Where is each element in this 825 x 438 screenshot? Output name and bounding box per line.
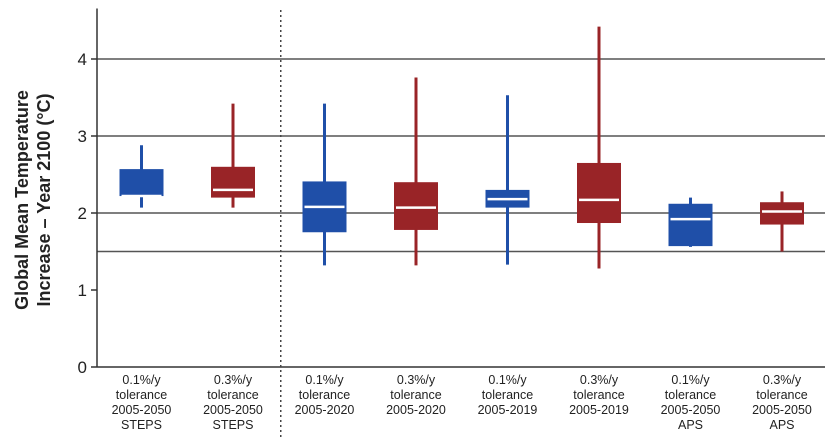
category-label-line: tolerance	[573, 388, 624, 402]
category-label-line: 2005-2050	[752, 403, 812, 417]
y-tick-label: 3	[78, 127, 87, 146]
category-label-line: 0.1%/y	[122, 373, 161, 387]
category-label-line: 0.3%/y	[397, 373, 436, 387]
category-label-line: tolerance	[756, 388, 807, 402]
category-label-line: STEPS	[121, 418, 162, 432]
category-label: 0.1%/y tolerance 2005-2050 APS	[661, 373, 721, 432]
category-label-line: tolerance	[482, 388, 533, 402]
category-label-line: tolerance	[665, 388, 716, 402]
y-tick-label: 2	[78, 204, 87, 223]
category-label-line: 0.1%/y	[488, 373, 527, 387]
category-label-line: 2005-2019	[478, 403, 538, 417]
y-axis-title-line1: Global Mean Temperature	[12, 90, 32, 310]
category-label: 0.3%/y tolerance 2005-2019	[569, 373, 629, 417]
category-label-line: 0.3%/y	[580, 373, 619, 387]
category-label-line: STEPS	[213, 418, 254, 432]
category-label-line: 2005-2020	[295, 403, 355, 417]
category-label-line: 0.3%/y	[763, 373, 802, 387]
y-tick-label: 0	[78, 358, 87, 377]
category-label-line: 2005-2050	[112, 403, 172, 417]
category-label: 0.3%/y tolerance 2005-2020	[386, 373, 446, 417]
y-axis-title-line2: Increase – Year 2100 (°C)	[34, 93, 54, 306]
category-label-line: tolerance	[299, 388, 350, 402]
box	[394, 182, 438, 230]
box	[760, 202, 804, 225]
box	[577, 162, 621, 224]
box	[119, 169, 164, 197]
category-label-line: APS	[769, 418, 794, 432]
category-label: 0.3%/y tolerance 2005-2050 STEPS	[203, 373, 263, 432]
category-label: 0.1%/y tolerance 2005-2050 STEPS	[112, 373, 172, 432]
category-label-line: 0.1%/y	[305, 373, 344, 387]
category-label: 0.1%/y tolerance 2005-2019	[478, 373, 538, 417]
category-label-line: tolerance	[390, 388, 441, 402]
category-label-line: 2005-2050	[661, 403, 721, 417]
category-label-line: 2005-2019	[569, 403, 629, 417]
category-label: 0.1%/y tolerance 2005-2020	[295, 373, 355, 417]
category-label-line: tolerance	[116, 388, 167, 402]
category-label: 0.3%/y tolerance 2005-2050 APS	[752, 373, 812, 432]
category-label-line: 0.1%/y	[671, 373, 710, 387]
category-label-line: tolerance	[207, 388, 258, 402]
category-label-line: 2005-2020	[386, 403, 446, 417]
y-tick-label: 1	[78, 281, 87, 300]
category-label-line: 0.3%/y	[214, 373, 253, 387]
box	[211, 166, 255, 198]
category-label-line: APS	[678, 418, 703, 432]
category-label-line: 2005-2050	[203, 403, 263, 417]
box	[668, 203, 713, 247]
y-tick-label: 4	[78, 50, 87, 69]
